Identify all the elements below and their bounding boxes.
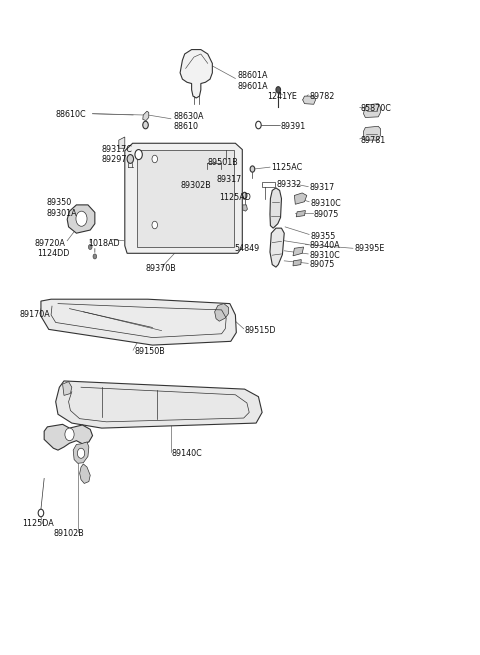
Polygon shape [270,188,281,228]
Text: 89340A: 89340A [309,241,340,250]
Polygon shape [363,103,381,117]
Circle shape [88,244,92,250]
Text: 89720A: 89720A [35,238,66,248]
Polygon shape [137,149,234,247]
Polygon shape [262,181,275,187]
Polygon shape [215,304,228,321]
Text: 88610C: 88610C [56,111,86,119]
Text: 89355: 89355 [310,232,336,241]
Polygon shape [363,126,381,140]
Polygon shape [293,247,303,256]
Text: 89075: 89075 [309,260,335,269]
Text: 89317C
89297: 89317C 89297 [102,145,132,164]
Circle shape [250,166,255,172]
Polygon shape [62,382,72,396]
Text: 89391: 89391 [280,122,306,131]
Polygon shape [119,137,125,148]
Text: 89782: 89782 [309,92,335,101]
Circle shape [38,509,44,517]
Text: 89501B: 89501B [208,159,239,167]
Circle shape [256,121,261,129]
Polygon shape [44,424,93,450]
Circle shape [65,428,74,441]
Text: 89170A: 89170A [20,310,50,320]
Circle shape [127,155,133,163]
Circle shape [152,155,157,162]
Polygon shape [80,464,90,483]
Text: 1241YE: 1241YE [267,92,297,101]
Text: 89150B: 89150B [134,347,165,356]
Polygon shape [270,228,284,267]
Text: 89332: 89332 [277,180,302,189]
Circle shape [135,149,142,160]
Text: 85870C: 85870C [361,104,392,113]
Circle shape [76,211,87,226]
Text: 89395E: 89395E [354,244,384,253]
Text: 89075: 89075 [314,210,339,219]
Text: 89102B: 89102B [53,529,84,538]
Polygon shape [143,111,149,121]
Text: 1125AC: 1125AC [271,162,302,172]
Text: 1125DA: 1125DA [23,519,54,528]
Polygon shape [125,143,242,253]
Text: 89350
89301A: 89350 89301A [47,198,77,217]
Text: 89781: 89781 [361,136,386,145]
Circle shape [152,221,157,229]
Text: 88630A
88610: 88630A 88610 [173,111,204,131]
Polygon shape [243,205,247,211]
Text: 89302B: 89302B [180,181,211,190]
Circle shape [242,193,247,198]
Text: 89370B: 89370B [145,264,176,273]
Text: 1018AD: 1018AD [88,238,120,248]
Text: 54849: 54849 [234,244,260,253]
Text: 1125AD: 1125AD [219,193,251,202]
Polygon shape [294,193,307,204]
Text: 89515D: 89515D [245,326,276,335]
Circle shape [77,448,84,458]
Circle shape [93,254,96,259]
Text: 88601A
89601A: 88601A 89601A [238,71,268,90]
Text: 89310C: 89310C [310,199,341,208]
Polygon shape [293,259,301,266]
Text: 1124DD: 1124DD [37,249,70,258]
Polygon shape [296,210,305,217]
Text: 89317: 89317 [309,183,335,193]
Polygon shape [303,96,315,104]
Text: 89310C: 89310C [309,251,340,259]
Polygon shape [41,299,236,345]
Circle shape [276,86,280,93]
Circle shape [143,121,148,129]
Text: 89140C: 89140C [172,449,203,458]
Polygon shape [56,381,262,428]
Polygon shape [73,442,89,463]
Text: 89317: 89317 [217,175,242,183]
Polygon shape [180,50,212,98]
Polygon shape [67,205,95,233]
